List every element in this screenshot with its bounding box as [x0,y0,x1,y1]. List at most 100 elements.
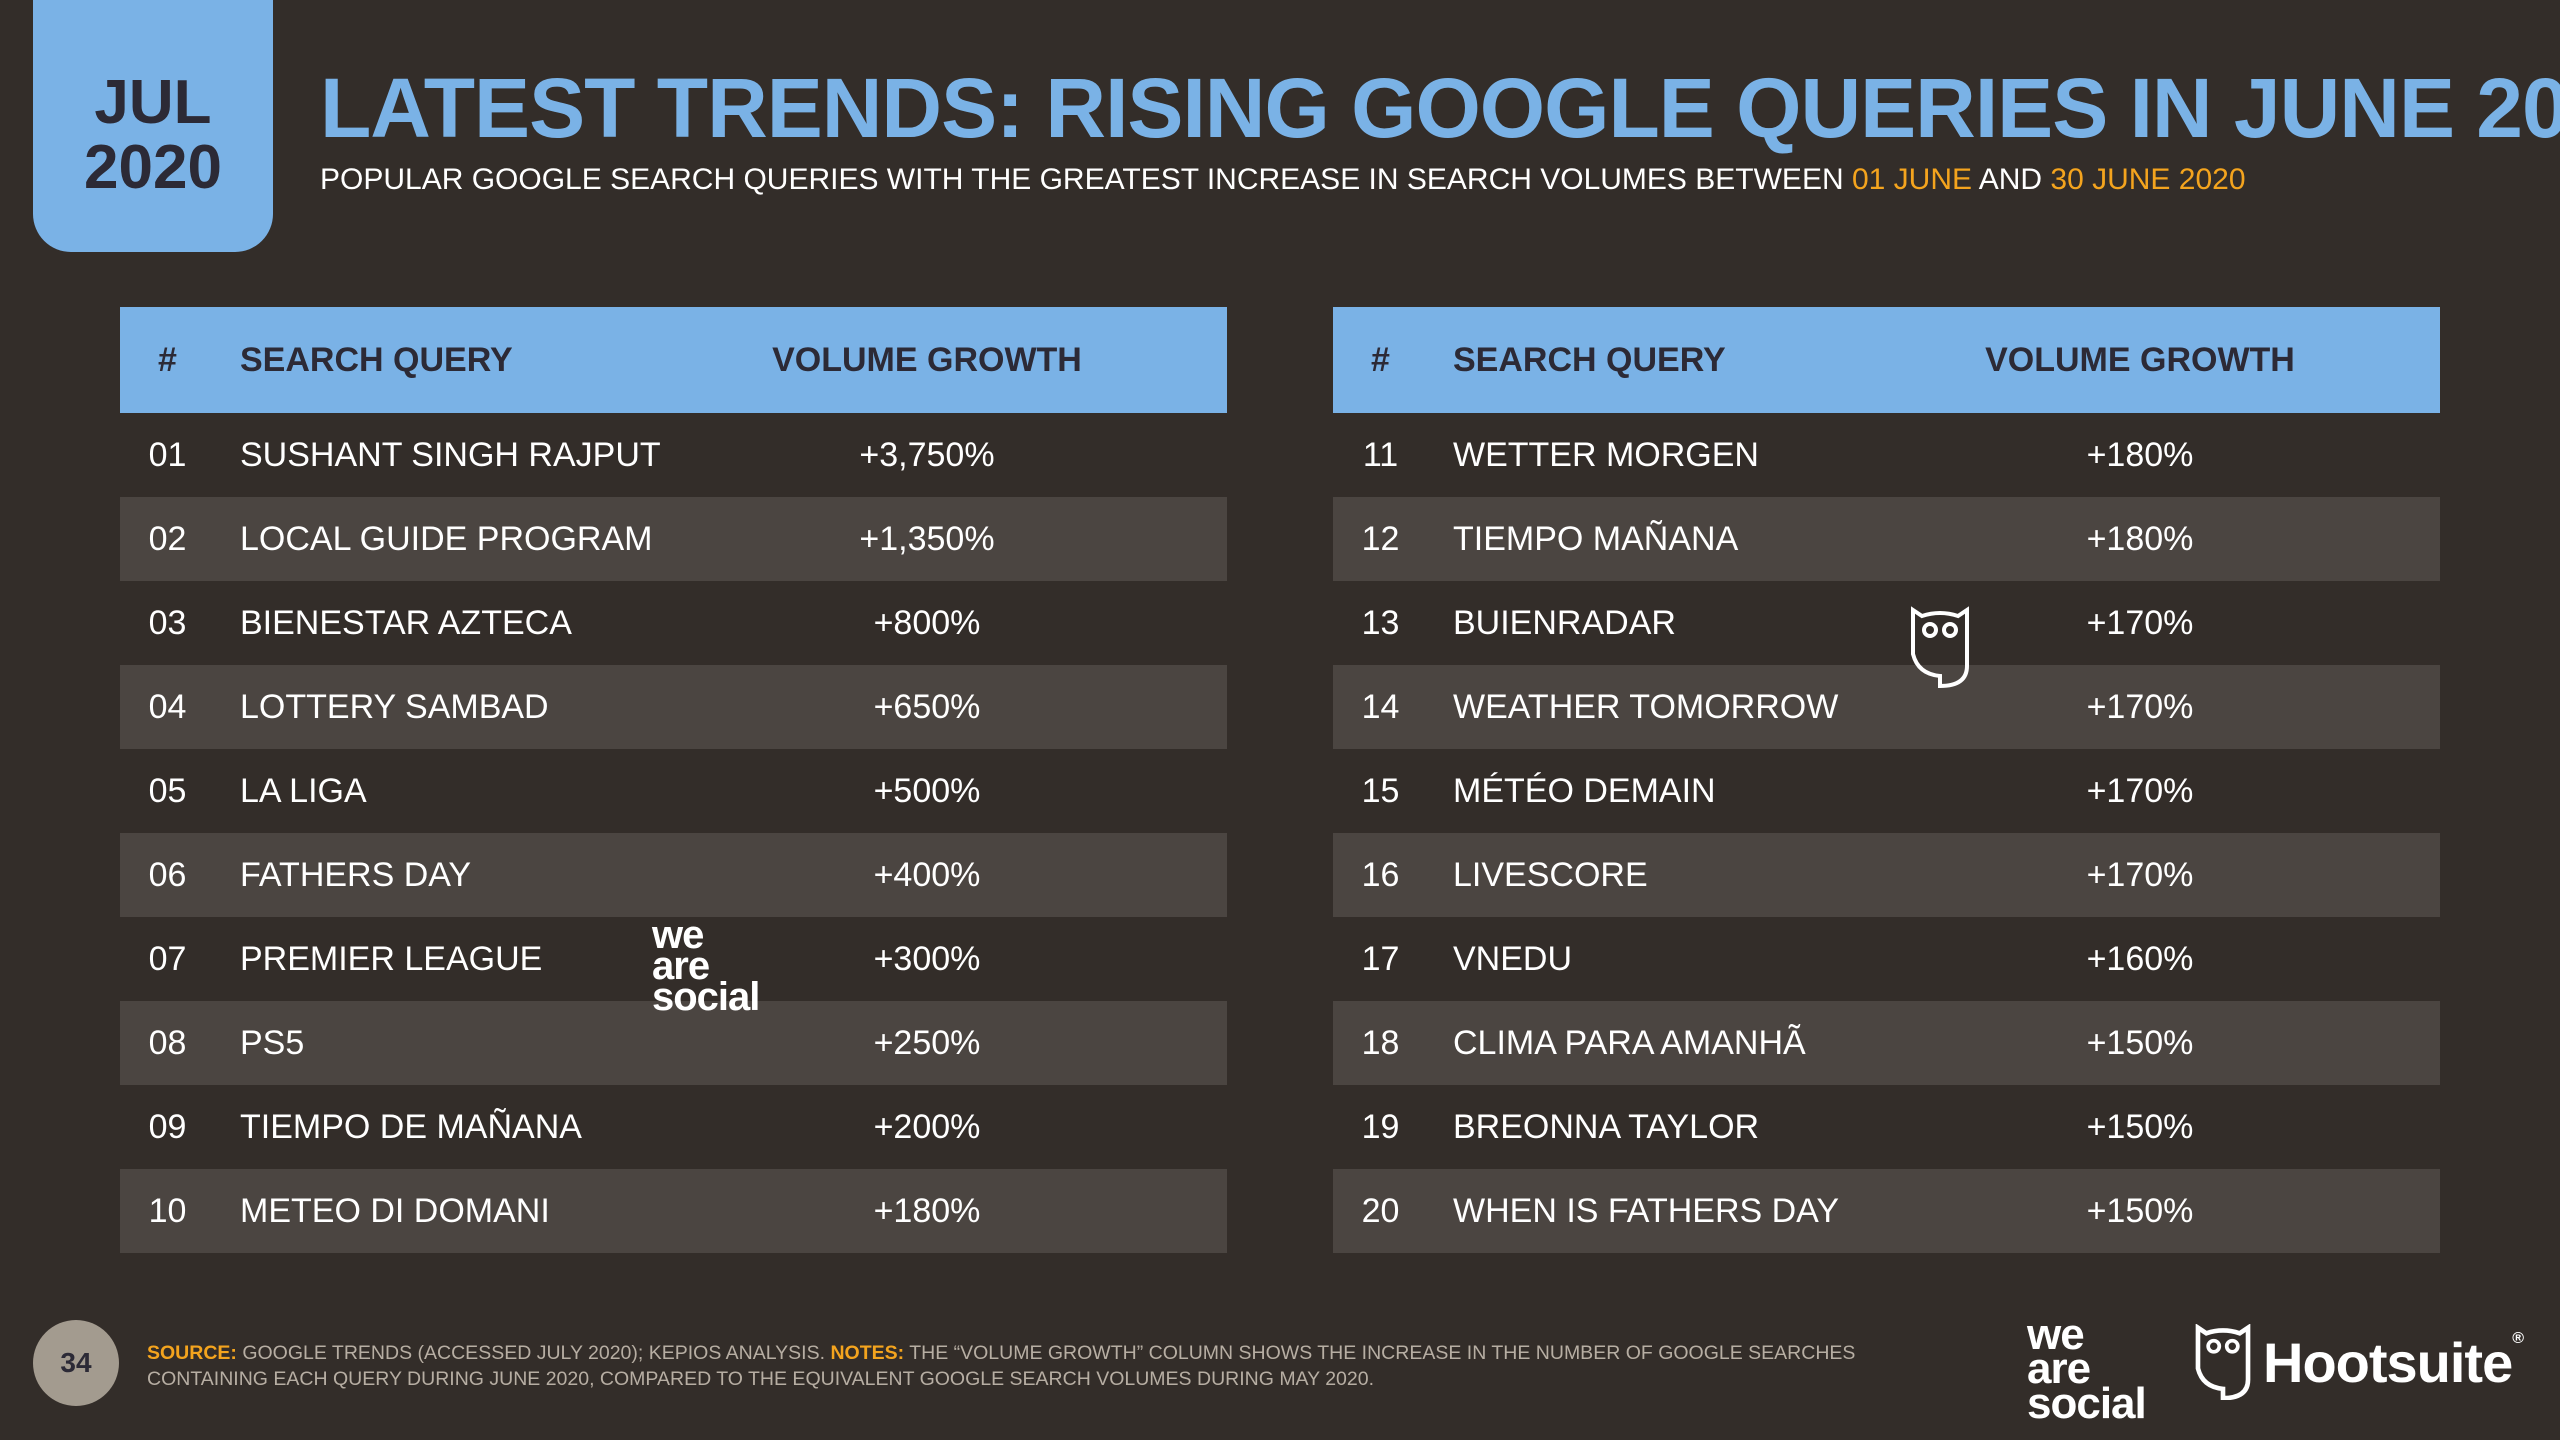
row-growth: +170% [2086,771,2194,810]
row-query: VNEDU [1453,939,1573,978]
notes-text: THE “VOLUME GROWTH” COLUMN SHOWS THE INC… [147,1342,1856,1391]
subtitle-end-date: 30 JUNE 2020 [2050,163,2246,196]
row-num: 17 [1361,939,1400,978]
table-row: 01 SUSHANT SINGH RAJPUT +3,750% [120,413,1227,497]
left-query-table: # SEARCH QUERY VOLUME GROWTH 01 SUSHANT S… [120,307,1227,1253]
row-query: BUIENRADAR [1453,603,1676,642]
row-num: 07 [148,939,187,978]
we-are-social-logo: we are social [2027,1310,2147,1428]
notes-label: NOTES: [830,1342,905,1364]
hootsuite-wordmark: Hootsuite® [2263,1329,2524,1394]
row-num: 15 [1361,771,1400,810]
table-row: 06 FATHERS DAY +400% [120,833,1227,917]
table-row: 13 BUIENRADAR +170% [1333,581,2440,665]
subtitle-start-date: 01 JUNE [1851,163,1973,196]
row-num: 11 [1362,435,1399,474]
table-header: # SEARCH QUERY VOLUME GROWTH [1333,307,2440,413]
row-num: 08 [148,1023,187,1062]
table-row: 18 CLIMA PARA AMANHÃ +150% [1333,1001,2440,1085]
row-growth: +150% [2086,1191,2194,1230]
table-row: 14 WEATHER TOMORROW +170% [1333,665,2440,749]
row-num: 19 [1361,1107,1400,1146]
subtitle-and: AND [1978,163,2043,196]
row-growth: +150% [2086,1107,2194,1146]
row-growth: +180% [873,1191,981,1230]
row-num: 06 [148,855,187,894]
row-growth: +160% [2086,939,2194,978]
row-growth: +170% [2086,687,2194,726]
date-month: JUL [94,67,212,137]
row-num: 14 [1361,687,1400,726]
row-num: 01 [148,435,187,474]
source-text: GOOGLE TRENDS (ACCESSED JULY 2020); KEPI… [242,1342,826,1364]
subtitle-prefix: POPULAR GOOGLE SEARCH QUERIES WITH THE G… [320,163,1844,196]
row-growth: +300% [873,939,981,978]
row-growth: +1,350% [859,519,995,558]
row-num: 03 [148,603,187,642]
row-query: CLIMA PARA AMANHÃ [1453,1023,1806,1062]
table-row: 16 LIVESCORE +170% [1333,833,2440,917]
row-query: LIVESCORE [1453,855,1648,894]
row-growth: +170% [2086,855,2194,894]
table-row: 12 TIEMPO MAÑANA +180% [1333,497,2440,581]
row-query: SUSHANT SINGH RAJPUT [240,435,661,474]
table-row: 11 WETTER MORGEN +180% [1333,413,2440,497]
table-row: 02 LOCAL GUIDE PROGRAM +1,350% [120,497,1227,581]
header-num: # [1371,340,1390,379]
row-num: 05 [148,771,187,810]
table-row: 17 VNEDU +160% [1333,917,2440,1001]
owl-watermark-icon [1911,606,1969,688]
row-query: LA LIGA [240,771,367,810]
row-query: BREONNA TAYLOR [1453,1107,1760,1146]
row-query: MÉTÉO DEMAIN [1453,771,1716,810]
row-num: 09 [148,1107,187,1146]
table-row: 04 LOTTERY SAMBAD +650% [120,665,1227,749]
row-query: WEATHER TOMORROW [1453,687,1839,726]
row-growth: +180% [2086,519,2194,558]
row-query: FATHERS DAY [240,855,472,894]
row-num: 04 [148,687,187,726]
hootsuite-owl-icon [2195,1324,2251,1400]
row-growth: +400% [873,855,981,894]
header-growth: VOLUME GROWTH [1985,340,2295,379]
row-growth: +3,750% [859,435,995,474]
row-growth: +250% [873,1023,981,1062]
row-growth: +170% [2086,603,2194,642]
table-row: 05 LA LIGA +500% [120,749,1227,833]
page-subtitle: POPULAR GOOGLE SEARCH QUERIES WITH THE G… [320,163,2246,197]
row-query: WETTER MORGEN [1453,435,1759,474]
row-growth: +650% [873,687,981,726]
header-query: SEARCH QUERY [1453,340,1726,379]
row-query: LOTTERY SAMBAD [240,687,549,726]
row-num: 13 [1361,603,1400,642]
row-growth: +800% [873,603,981,642]
table-row: 20 WHEN IS FATHERS DAY +150% [1333,1169,2440,1253]
row-growth: +150% [2086,1023,2194,1062]
source-label: SOURCE: [147,1342,237,1364]
row-num: 12 [1361,519,1400,558]
row-query: LOCAL GUIDE PROGRAM [240,519,653,558]
right-query-table: # SEARCH QUERY VOLUME GROWTH 11 WETTER MO… [1333,307,2440,1253]
table-row: 09 TIEMPO DE MAÑANA +200% [120,1085,1227,1169]
page-title: LATEST TRENDS: RISING GOOGLE QUERIES IN … [320,61,2560,155]
table-row: 03 BIENESTAR AZTECA +800% [120,581,1227,665]
table-header: # SEARCH QUERY VOLUME GROWTH [120,307,1227,413]
table-row: 15 MÉTÉO DEMAIN +170% [1333,749,2440,833]
row-growth: +500% [873,771,981,810]
row-num: 16 [1361,855,1400,894]
date-tab: JUL 2020 [33,0,273,252]
footnote: SOURCE: GOOGLE TRENDS (ACCESSED JULY 202… [147,1340,1907,1393]
row-num: 18 [1361,1023,1400,1062]
row-num: 02 [148,519,187,558]
row-num: 10 [148,1191,187,1230]
table-row: 19 BREONNA TAYLOR +150% [1333,1085,2440,1169]
header-query: SEARCH QUERY [240,340,513,379]
table-row: 10 METEO DI DOMANI +180% [120,1169,1227,1253]
we-are-social-watermark: we are social [652,913,760,1020]
row-query: METEO DI DOMANI [240,1191,550,1230]
row-query: BIENESTAR AZTECA [240,603,572,642]
row-num: 20 [1361,1191,1400,1230]
header-growth: VOLUME GROWTH [772,340,1082,379]
row-query: TIEMPO MAÑANA [1453,519,1739,558]
date-year: 2020 [84,133,222,202]
